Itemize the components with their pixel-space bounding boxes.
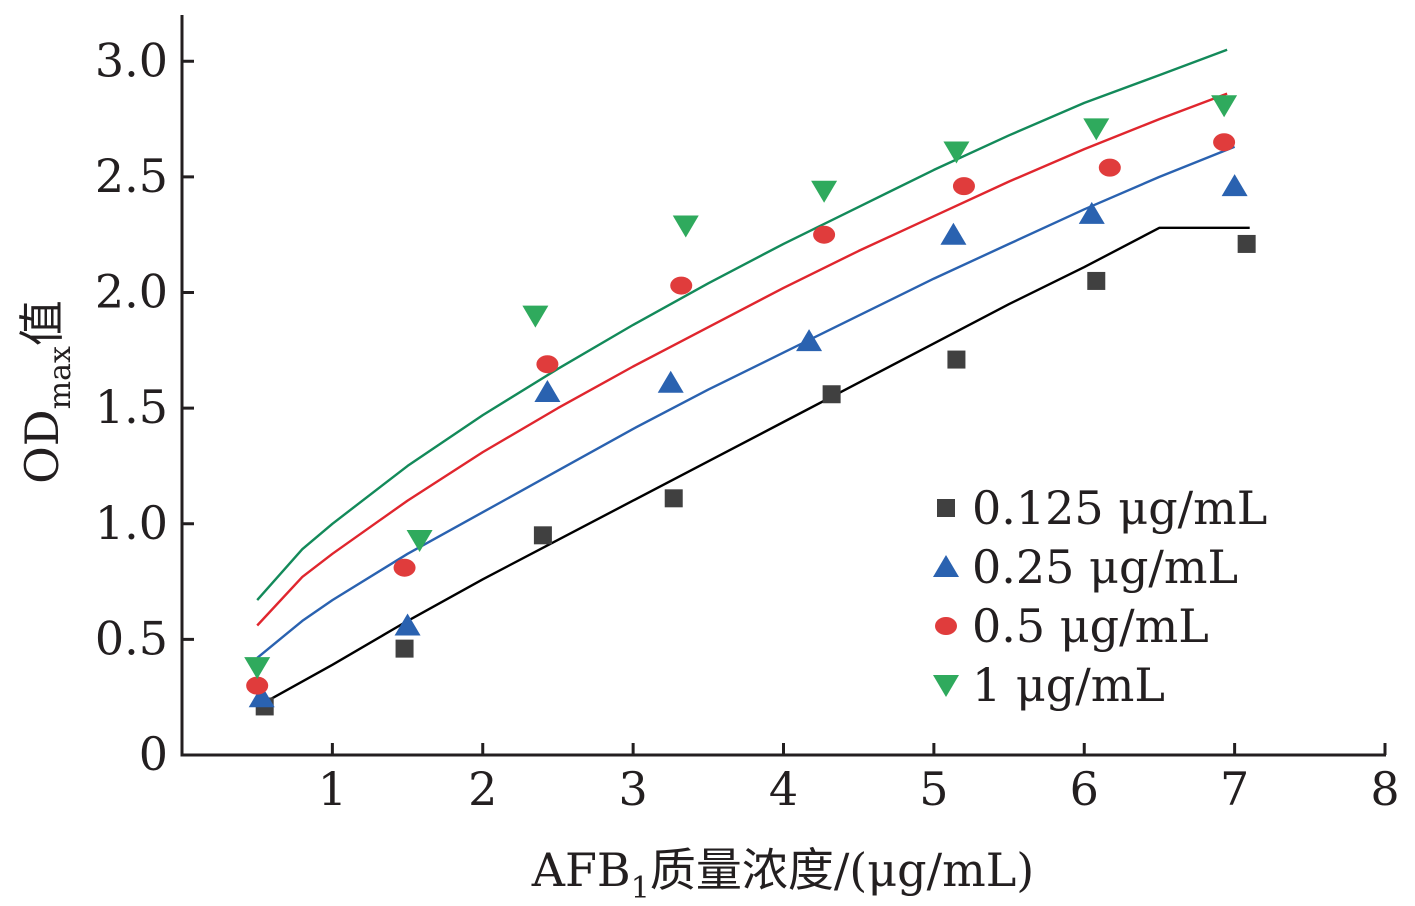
legend-marker-series-1 (937, 499, 955, 517)
data-point-series-4 (406, 529, 433, 552)
axes (180, 15, 1387, 757)
data-point-series-2 (394, 613, 421, 636)
y-tick-label: 0.5 (95, 611, 168, 665)
data-point-series-4 (1211, 95, 1238, 118)
data-point-series-4 (522, 305, 549, 328)
x-tick-label: 3 (618, 762, 647, 816)
fit-line-series-4 (256, 48, 1228, 601)
y-tick-label: 0 (139, 727, 168, 781)
data-point-series-3 (952, 177, 975, 196)
fit-lines (256, 48, 1250, 706)
legend: 0.125 μg/mL0.25 μg/mL0.5 μg/mL1 μg/mL (933, 481, 1267, 712)
x-axis-title: AFB1质量浓度/(μg/mL) (531, 843, 1034, 906)
data-point-series-1 (664, 489, 683, 508)
data-point-series-3 (393, 558, 416, 577)
data-point-series-3 (1213, 133, 1236, 152)
x-tick-label: 8 (1370, 762, 1399, 816)
data-point-series-1 (947, 350, 966, 369)
data-point-series-3 (813, 225, 836, 244)
y-axis-title: ODmax值 (15, 300, 78, 484)
x-tick-label: 6 (1070, 762, 1099, 816)
data-point-series-4 (244, 657, 271, 680)
legend-label-series-2: 0.25 μg/mL (972, 540, 1238, 594)
data-point-series-2 (940, 222, 967, 245)
data-point-series-3 (1098, 158, 1121, 177)
data-point-series-2 (657, 370, 684, 393)
data-point-series-2 (534, 379, 561, 402)
fit-line-series-1 (261, 226, 1250, 706)
x-tick-label: 1 (318, 762, 347, 816)
fit-line-series-2 (256, 145, 1236, 659)
data-point-series-1 (1237, 234, 1256, 253)
x-tick-label: 2 (468, 762, 497, 816)
data-point-series-2 (248, 685, 275, 708)
x-tick-label: 7 (1220, 762, 1249, 816)
data-point-series-2 (1078, 201, 1105, 224)
data-point-series-3 (536, 355, 559, 374)
y-tick-label: 3.0 (95, 33, 168, 87)
x-tick-label: 5 (919, 762, 948, 816)
data-markers (244, 95, 1256, 716)
data-point-series-4 (943, 141, 970, 164)
data-point-series-1 (822, 385, 841, 404)
legend-marker-series-3 (935, 617, 957, 635)
data-point-series-4 (1083, 118, 1110, 141)
legend-marker-series-4 (933, 675, 959, 697)
legend-label-series-4: 1 μg/mL (972, 658, 1165, 712)
data-point-series-4 (811, 180, 838, 203)
data-point-series-3 (246, 676, 269, 695)
data-point-series-4 (672, 215, 699, 238)
data-point-series-1 (533, 526, 552, 545)
data-point-series-2 (796, 329, 823, 352)
data-point-series-2 (1221, 174, 1248, 197)
y-tick-label: 1.0 (95, 496, 168, 550)
fit-line-series-3 (256, 92, 1228, 627)
legend-label-series-3: 0.5 μg/mL (972, 599, 1209, 653)
legend-marker-series-2 (933, 555, 959, 577)
tick-labels: 0 0.5 1.0 1.5 2.0 2.5 3.0 1 2 3 4 5 6 7 8 (95, 33, 1400, 816)
y-tick-label: 2.5 (95, 149, 168, 203)
x-tick-label: 4 (769, 762, 798, 816)
data-point-series-1 (1087, 271, 1106, 290)
data-point-series-1 (395, 639, 414, 658)
y-tick-label: 2.0 (95, 265, 168, 319)
legend-label-series-1: 0.125 μg/mL (972, 481, 1267, 535)
y-tick-label: 1.5 (95, 380, 168, 434)
data-point-series-3 (670, 276, 693, 295)
